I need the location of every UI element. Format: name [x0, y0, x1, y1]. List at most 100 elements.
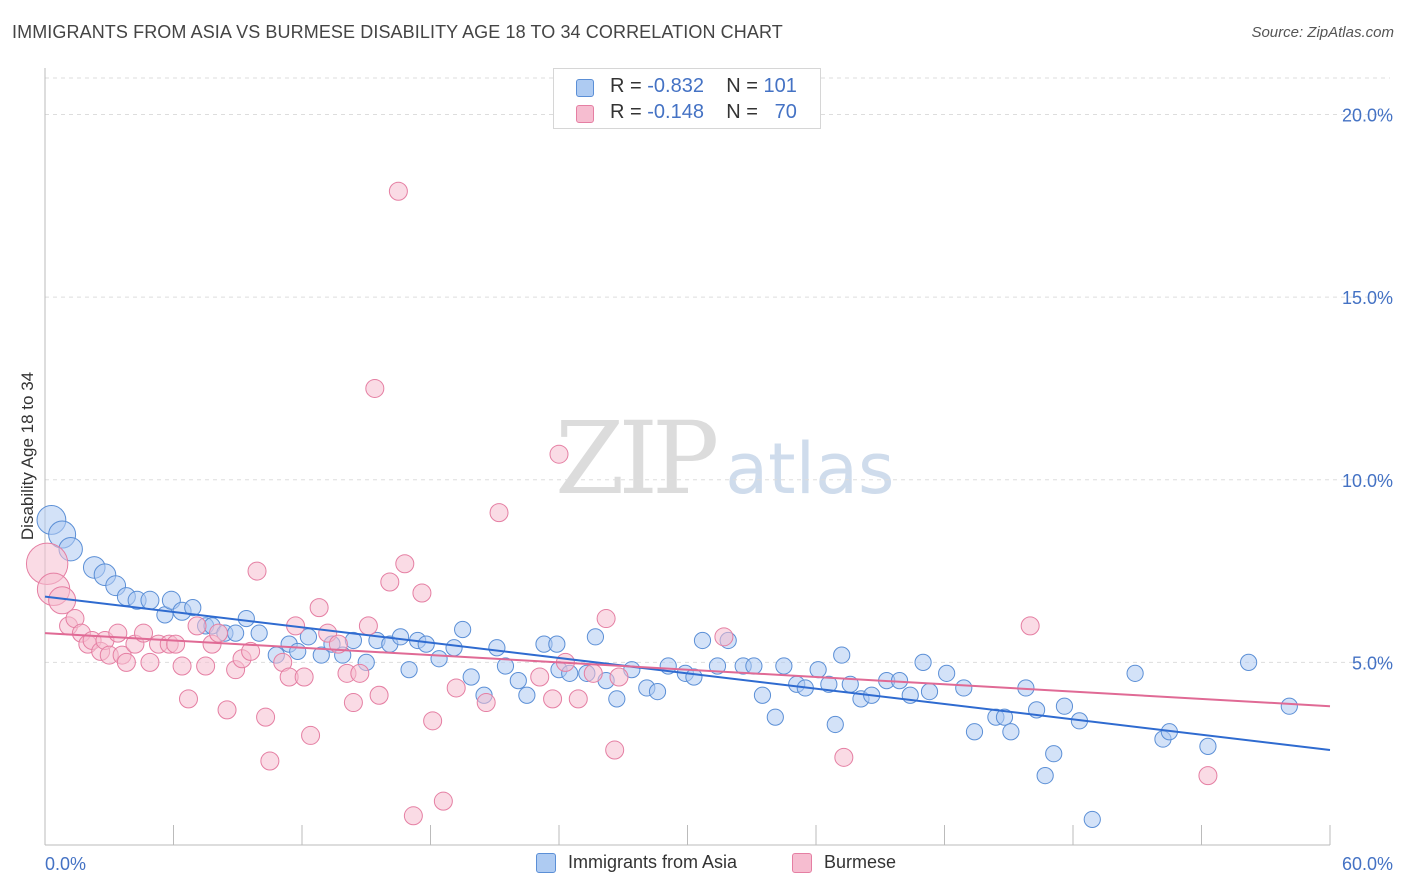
- immigrants-point: [995, 708, 1014, 726]
- immigrants-point: [509, 672, 527, 690]
- burmese-point: [446, 678, 466, 698]
- immigrants-point: [920, 683, 939, 701]
- immigrants-point: [1045, 745, 1063, 763]
- burmese-point: [1020, 616, 1040, 636]
- y-tick-label: 10.0%: [1342, 471, 1393, 491]
- axes: [44, 68, 1331, 846]
- burmese-point: [166, 634, 186, 654]
- immigrants-point: [1280, 697, 1298, 715]
- burmese-point: [140, 652, 160, 672]
- burmese-point: [1198, 766, 1218, 786]
- immigrants-point: [1240, 653, 1258, 671]
- burmese-point: [301, 725, 321, 745]
- burmese-point: [196, 656, 216, 676]
- immigrants-point: [938, 664, 956, 682]
- immigrants-point: [237, 609, 255, 628]
- immigrants-point: [1055, 697, 1074, 715]
- immigrants-point: [766, 708, 784, 726]
- immigrants-point: [445, 639, 463, 657]
- burmese-point: [208, 623, 228, 643]
- burmese-point: [380, 572, 400, 592]
- burmese-point: [605, 740, 625, 760]
- burmese-point: [309, 598, 329, 618]
- burmese-point: [412, 583, 432, 603]
- pink-swatch: [576, 105, 594, 123]
- immigrants-point: [608, 690, 626, 708]
- immigrants-point: [454, 620, 472, 639]
- legend-label: Immigrants from Asia: [568, 852, 738, 872]
- immigrants-point: [250, 624, 268, 642]
- burmese-point: [583, 663, 603, 683]
- burmese-point: [543, 689, 563, 709]
- pink-swatch: [792, 853, 812, 873]
- immigrants-point: [289, 642, 307, 661]
- immigrants-point: [417, 635, 435, 653]
- x-tick-labels: 0.0% 60.0%: [45, 854, 1393, 874]
- series-immigrants-points: [36, 505, 1298, 829]
- immigrants-point: [820, 675, 838, 693]
- immigrants-point: [391, 628, 410, 646]
- y-tick-label: 5.0%: [1352, 653, 1393, 673]
- immigrants-point: [140, 590, 160, 610]
- burmese-point: [187, 616, 207, 636]
- burmese-point: [388, 181, 408, 201]
- burmese-point: [596, 609, 616, 629]
- burmese-point: [350, 663, 370, 683]
- burmese-point: [489, 503, 509, 523]
- trend-lines: [44, 595, 1331, 752]
- immigrants-trend-line: [44, 595, 1331, 752]
- burmese-point: [294, 667, 314, 687]
- immigrants-point: [1126, 664, 1144, 682]
- burmese-point: [365, 378, 385, 398]
- x-tick-label: 60.0%: [1342, 854, 1393, 874]
- burmese-point: [358, 616, 378, 636]
- source-credit: Source: ZipAtlas.com: [1251, 24, 1394, 41]
- n-label: N =: [726, 75, 764, 97]
- burmese-point: [178, 689, 198, 709]
- burmese-point: [476, 693, 496, 713]
- immigrants-point: [1036, 767, 1054, 785]
- immigrants-point: [1083, 810, 1101, 829]
- n-label: N =: [726, 101, 764, 123]
- immigrants-point: [745, 657, 763, 675]
- burmese-point: [172, 656, 192, 676]
- immigrants-point: [1002, 723, 1020, 741]
- immigrants-point: [833, 646, 851, 664]
- immigrants-point: [518, 686, 536, 704]
- y-tick-label: 15.0%: [1342, 288, 1393, 308]
- immigrants-point: [312, 646, 330, 664]
- blue-swatch: [576, 79, 594, 97]
- immigrants-point: [488, 639, 506, 657]
- immigrants-point: [753, 686, 772, 704]
- burmese-point: [108, 623, 128, 643]
- immigrants-point: [965, 723, 984, 741]
- burmese-point: [395, 554, 415, 574]
- burmese-point: [568, 689, 588, 709]
- immigrants-point: [184, 598, 202, 617]
- burmese-point: [549, 444, 569, 464]
- y-axis-label: Disability Age 18 to 34: [18, 372, 37, 540]
- legend-label: Burmese: [824, 852, 897, 872]
- burmese-point: [714, 627, 734, 647]
- immigrants-point: [227, 624, 245, 642]
- burmese-point: [433, 791, 453, 811]
- r-label: R =: [610, 75, 648, 97]
- immigrants-point: [462, 668, 480, 686]
- n-value: 70: [774, 101, 797, 123]
- immigrants-point: [693, 631, 712, 650]
- r-value: -0.148: [647, 101, 704, 123]
- immigrants-point: [430, 650, 448, 668]
- immigrants-point: [548, 635, 566, 653]
- burmese-point: [260, 751, 280, 771]
- y-tick-labels: 5.0% 10.0% 15.0% 20.0%: [1342, 106, 1393, 674]
- immigrants-point: [586, 628, 605, 646]
- y-tick-label: 20.0%: [1342, 106, 1393, 126]
- x-tick-label: 0.0%: [45, 854, 86, 874]
- burmese-point: [609, 667, 629, 687]
- burmese-point: [834, 747, 854, 767]
- burmese-point: [403, 806, 423, 826]
- immigrants-point: [775, 657, 793, 675]
- burmese-point: [343, 693, 363, 713]
- burmese-point: [256, 707, 276, 727]
